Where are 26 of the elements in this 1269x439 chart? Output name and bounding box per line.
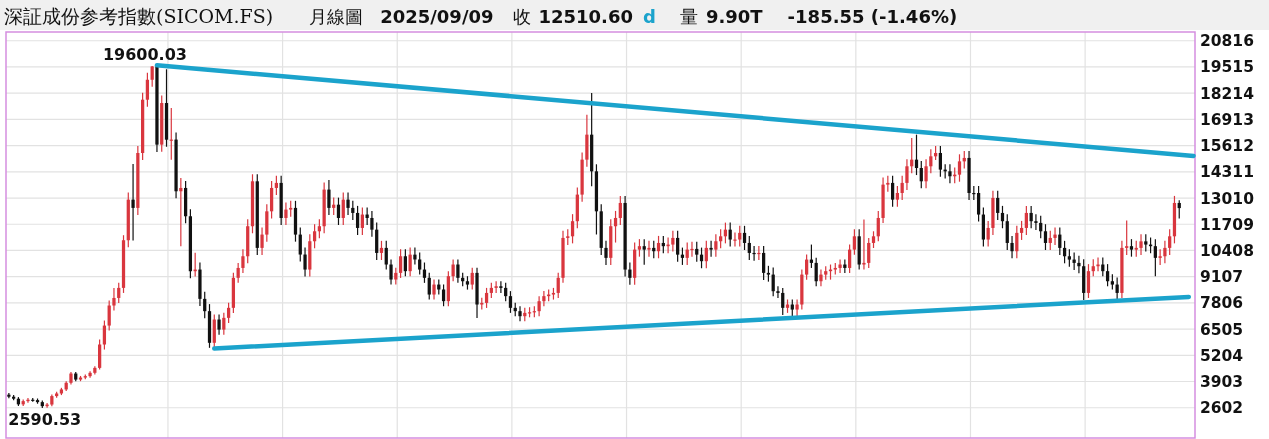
y-tick-label: 14311 xyxy=(1200,163,1254,182)
text: 2025/09/09 xyxy=(380,6,494,27)
y-tick-label: 18214 xyxy=(1200,84,1255,103)
y-tick-label: 11709 xyxy=(1200,215,1254,234)
text: 12510.60 xyxy=(538,6,634,27)
y-tick-label: 15612 xyxy=(1200,137,1254,156)
y-tick-label: 5204 xyxy=(1200,346,1244,365)
y-tick-label: 6505 xyxy=(1200,320,1244,339)
y-tick-label: 13010 xyxy=(1200,189,1255,208)
y-tick-label: 20816 xyxy=(1200,32,1254,51)
y-tick-label: 3903 xyxy=(1200,373,1244,392)
chart-subtitle: 月線圖 xyxy=(309,6,364,27)
text: 9.90T xyxy=(705,6,764,27)
text: 收 xyxy=(512,6,531,27)
text: 量 xyxy=(679,6,698,27)
y-tick-label: 2602 xyxy=(1200,399,1244,418)
y-tick-label: 7806 xyxy=(1200,294,1244,313)
annotation: 2590.53 xyxy=(8,409,82,429)
text: d xyxy=(643,6,656,27)
y-tick-label: 9107 xyxy=(1200,268,1244,287)
text: -185.55 (-1.46%) xyxy=(787,6,958,27)
y-tick-label: 10408 xyxy=(1200,241,1254,260)
annotation: 19600.03 xyxy=(102,45,187,65)
chart-title: 深証成份参考指數(SICOM.FS) xyxy=(4,5,274,27)
y-tick-label: 16913 xyxy=(1200,110,1254,129)
y-tick-label: 19515 xyxy=(1200,58,1254,77)
